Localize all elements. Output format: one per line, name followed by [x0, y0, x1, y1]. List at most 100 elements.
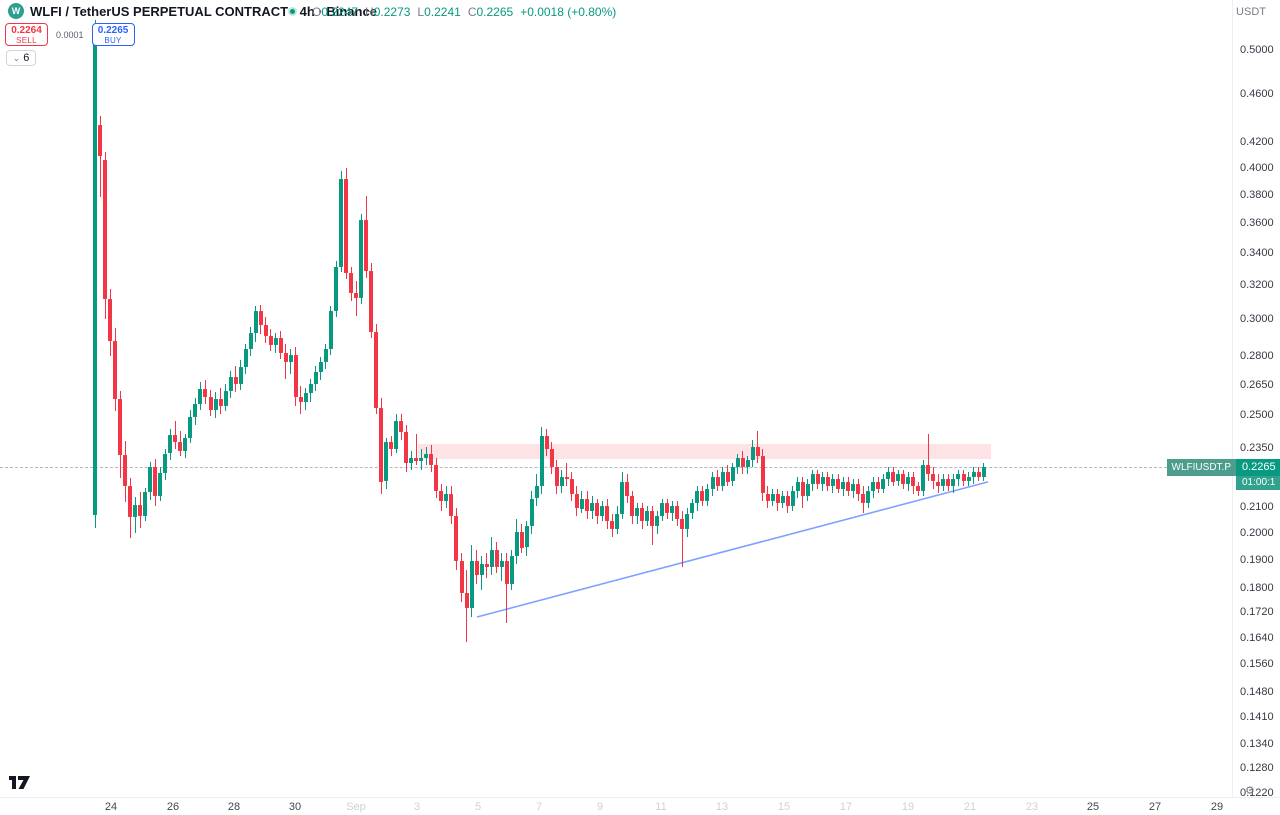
sell-price: 0.2264	[11, 25, 42, 36]
candle-body	[138, 504, 143, 517]
candle-body	[113, 340, 118, 399]
candle-body	[429, 453, 434, 465]
ascending-trendline[interactable]	[476, 481, 989, 618]
candle-body	[549, 449, 554, 468]
wlfi-coin-icon: W	[8, 3, 24, 19]
supply-zone-rectangle[interactable]	[418, 444, 991, 459]
candle-body	[474, 561, 479, 576]
price-axis[interactable]: 0.5000 0.4600 0.4200 0.4000 0.3800 0.3600 0.34…	[1232, 0, 1280, 800]
candle-body	[479, 564, 484, 576]
market-status-indicator[interactable]	[288, 7, 297, 16]
candle-body	[710, 476, 715, 489]
candle-body	[529, 498, 534, 527]
symbol-title[interactable]: WLFI / TetherUS PERPETUAL CONTRACT · 4h …	[30, 3, 377, 19]
candle-body	[881, 479, 886, 489]
close-label: C	[467, 5, 477, 19]
sell-button[interactable]: 0.2264 SELL	[5, 23, 48, 46]
candle-body	[283, 352, 288, 363]
candle-body	[836, 479, 840, 489]
candle-body	[725, 472, 730, 482]
candle-body	[178, 442, 183, 452]
candle-body	[519, 531, 524, 548]
tradingview-logo[interactable]	[9, 775, 33, 795]
candle-body	[876, 481, 881, 489]
candle-body	[579, 498, 584, 509]
price-tick-label: 0.1220	[1240, 787, 1274, 800]
time-tick-label: 30	[288, 801, 302, 813]
price-tick-label: 0.1340	[1240, 737, 1274, 750]
candle-body	[349, 273, 353, 293]
candle-body	[760, 455, 765, 494]
candle-body	[163, 453, 168, 474]
candle-body	[585, 498, 589, 511]
price-tick-label: 0.5000	[1240, 44, 1274, 56]
candle-body	[790, 491, 795, 506]
price-tick-label: 0.2800	[1240, 349, 1274, 362]
candle-body	[544, 435, 549, 449]
candle-body	[685, 513, 690, 529]
candle-body	[293, 354, 298, 397]
candle-body	[775, 493, 780, 504]
high-value: 0.2273	[373, 5, 411, 19]
candle-body	[419, 458, 424, 462]
candle-body	[263, 325, 268, 337]
candle-body	[911, 476, 916, 487]
candle-body	[93, 31, 97, 515]
candle-body	[675, 505, 680, 519]
price-label-countdown: 01:00:1	[1236, 476, 1280, 491]
candle-body	[364, 219, 369, 272]
candle-body	[926, 465, 931, 475]
candle-body	[640, 508, 645, 522]
candle-body	[906, 476, 911, 484]
time-tick-label: 26	[166, 801, 180, 813]
candle-body	[253, 311, 258, 334]
buy-button[interactable]: 0.2265 BUY	[91, 23, 135, 46]
candle-body	[800, 481, 805, 496]
candle-body	[243, 349, 248, 367]
candle-body	[700, 491, 705, 501]
candle-body	[128, 486, 133, 518]
candle-body	[665, 503, 670, 514]
chart-header: W WLFI / TetherUS PERPETUAL CONTRACT · 4…	[0, 0, 1280, 22]
gear-icon[interactable]: ⚙	[1245, 785, 1255, 797]
candle-body	[228, 376, 233, 391]
candle-body	[218, 398, 223, 406]
candle-wick	[355, 281, 357, 316]
candle-body	[630, 496, 635, 516]
candle-body	[308, 383, 313, 393]
candle-body	[539, 435, 544, 487]
candle-body	[328, 311, 333, 350]
price-tick-label: 0.2500	[1240, 409, 1274, 422]
object-tree-collapsed-chip[interactable]: ⌄ 6	[6, 50, 36, 66]
order-panel: 0.2264 SELL 0.0001 0.2265 BUY	[5, 23, 135, 46]
candle-body	[981, 467, 986, 477]
candle-body	[620, 481, 625, 514]
candle-body	[444, 493, 449, 501]
time-axis[interactable]: 24262830Sep357911131517192123252729	[0, 797, 1280, 815]
candle-body	[123, 454, 128, 487]
candle-body	[318, 362, 323, 372]
candle-body	[514, 531, 519, 556]
time-axis-fade-overlay	[318, 798, 1046, 815]
candle-body	[655, 516, 660, 527]
candle-body	[951, 479, 956, 487]
price-tick-label: 0.2650	[1240, 378, 1274, 391]
candle-body	[936, 481, 941, 487]
candle-body	[564, 476, 569, 480]
candle-body	[198, 388, 203, 404]
candle-body	[815, 474, 820, 484]
candle-body	[946, 479, 951, 487]
price-tick-label: 0.1900	[1240, 553, 1274, 566]
time-tick-label: 25	[1086, 801, 1100, 813]
candle-body	[414, 458, 419, 462]
candle-body	[469, 561, 474, 608]
buy-price: 0.2265	[97, 25, 129, 36]
object-count: 6	[23, 52, 30, 64]
candle-body	[459, 561, 464, 593]
symbol-row[interactable]: W WLFI / TetherUS PERPETUAL CONTRACT · 4…	[8, 3, 377, 19]
close-value: 0.2265	[476, 5, 514, 19]
chart-plot-area[interactable]	[0, 0, 1232, 797]
candle-body	[554, 467, 559, 487]
candle-body	[660, 503, 665, 516]
